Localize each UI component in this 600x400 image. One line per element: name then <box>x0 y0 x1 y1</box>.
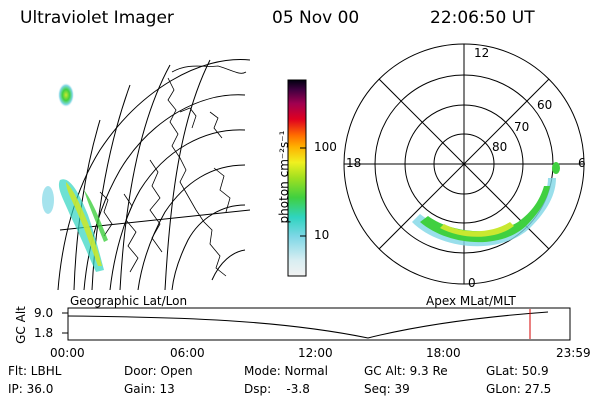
colorbar-tick-100: 100 <box>314 140 337 154</box>
info-glon: GLon: 27.5 <box>486 382 552 396</box>
polar-auroral-oval <box>412 162 560 247</box>
colorbar-label: photon cm⁻²s⁻¹ <box>277 130 291 224</box>
info-gc-alt: GC Alt: 9.3 Re <box>364 364 448 378</box>
mlt-label-12: 12 <box>474 46 490 60</box>
date-label: 05 Nov 00 <box>272 8 360 28</box>
timeline-panel <box>62 307 571 341</box>
mlt-label-18: 18 <box>346 156 362 170</box>
timeline-xtick-1200: 12:00 <box>298 346 333 360</box>
lat-label-80: 80 <box>492 140 508 154</box>
geographic-map <box>57 59 250 290</box>
colorbar-tick-10: 10 <box>314 228 330 242</box>
info-seq: Seq: 39 <box>364 382 410 396</box>
mlt-label-0: 0 <box>468 276 476 290</box>
right-map-caption: Apex MLat/MLT <box>426 294 516 308</box>
info-dsp: Dsp: -3.8 <box>244 382 310 396</box>
left-auroral-emission <box>42 83 108 272</box>
app-title: Ultraviolet Imager <box>20 8 174 28</box>
info-mode: Mode: Normal <box>244 364 328 378</box>
lat-label-60: 60 <box>537 98 553 112</box>
timeline-ytick-9: 9.0 <box>34 306 54 320</box>
timeline-axis-label: GC Alt <box>14 306 28 344</box>
timeline-xtick-0600: 06:00 <box>170 346 205 360</box>
mlt-label-6: 6 <box>578 156 586 170</box>
info-door: Door: Open <box>124 364 193 378</box>
info-ip: IP: 36.0 <box>8 382 54 396</box>
timeline-ytick-1-8: 1.8 <box>34 326 54 340</box>
time-label: 22:06:50 UT <box>430 8 535 28</box>
left-map-caption: Geographic Lat/Lon <box>70 294 188 308</box>
colorbar-gradient <box>287 79 307 277</box>
timeline-xtick-0000: 00:00 <box>50 346 85 360</box>
info-glat: GLat: 50.9 <box>486 364 549 378</box>
lat-label-70: 70 <box>514 120 530 134</box>
polar-plot <box>343 43 585 285</box>
info-gain: Gain: 13 <box>124 382 175 396</box>
timeline-xtick-2359: 23:59 <box>556 346 591 360</box>
timeline-xtick-1800: 18:00 <box>426 346 461 360</box>
info-flt: Flt: LBHL <box>8 364 62 378</box>
